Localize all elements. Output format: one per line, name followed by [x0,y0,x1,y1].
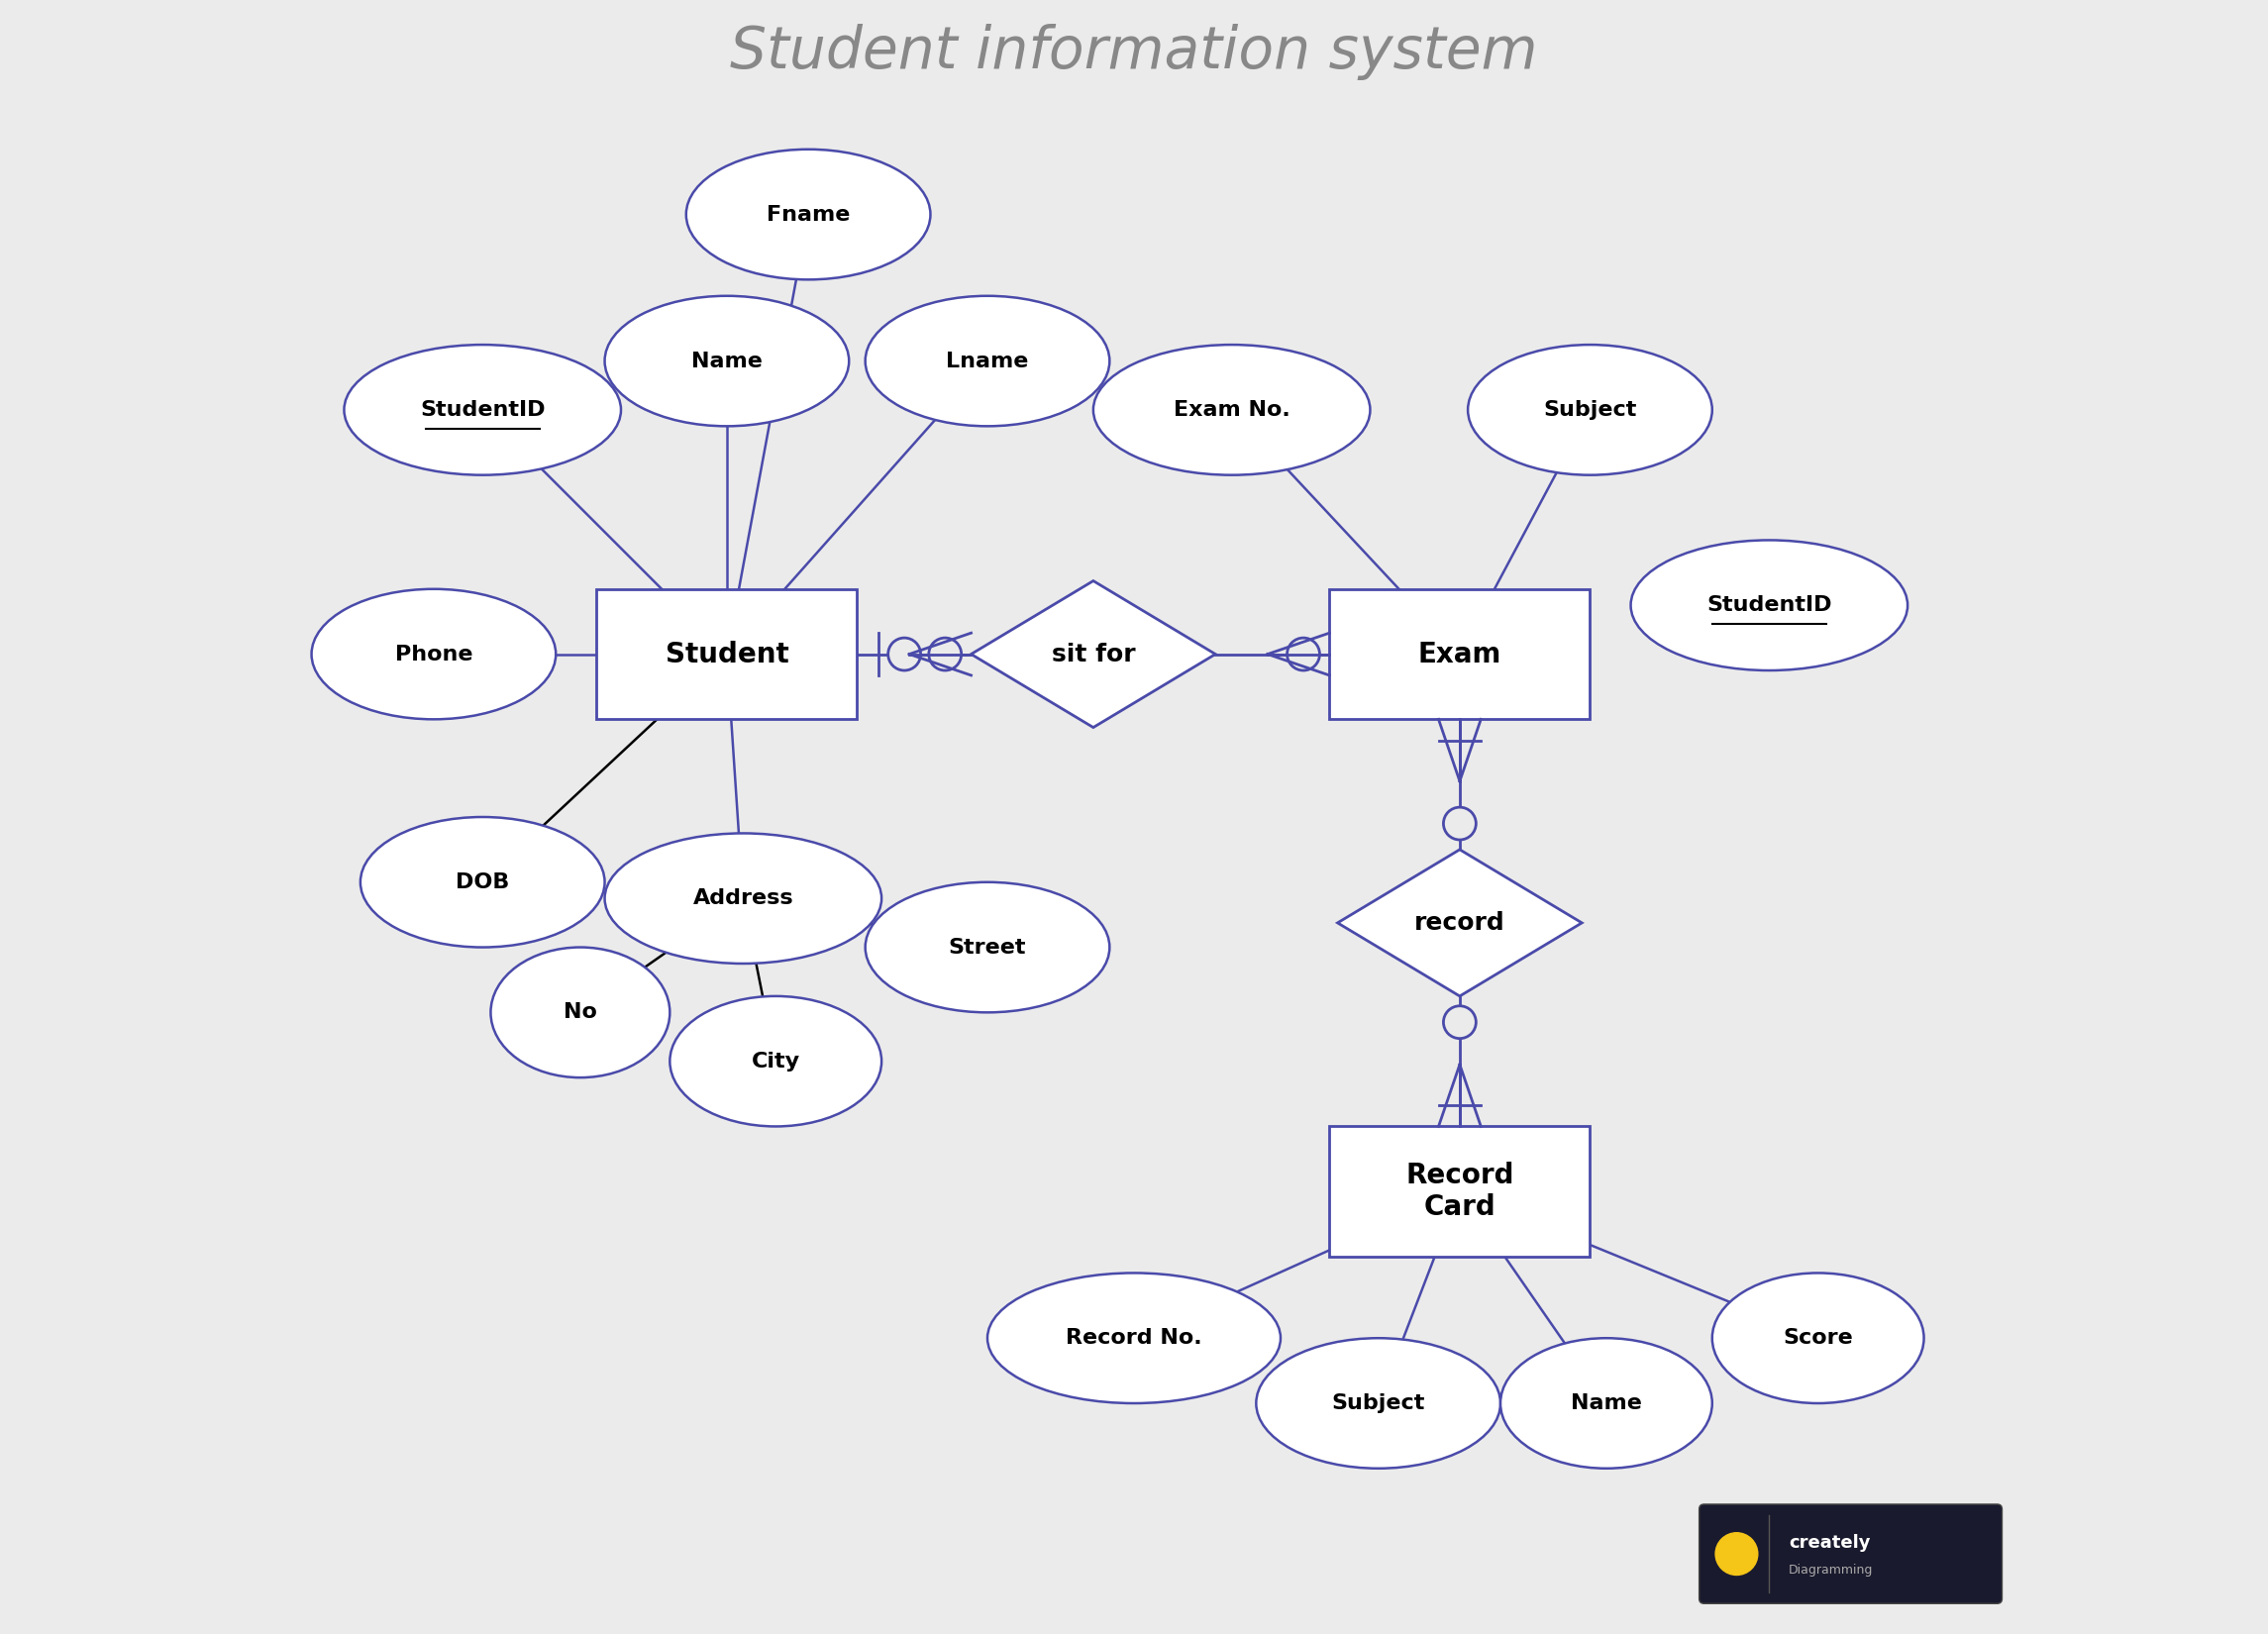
Ellipse shape [987,1273,1281,1404]
Ellipse shape [345,345,621,475]
Ellipse shape [490,948,669,1077]
Ellipse shape [866,882,1109,1013]
FancyBboxPatch shape [1699,1505,2003,1603]
Text: record: record [1415,912,1506,935]
FancyBboxPatch shape [1329,588,1590,719]
Circle shape [1715,1533,1758,1575]
Text: Address: Address [692,889,794,909]
FancyBboxPatch shape [596,588,857,719]
Circle shape [1442,1007,1476,1039]
Ellipse shape [606,833,882,964]
Ellipse shape [1631,541,1907,670]
Text: Record
Card: Record Card [1406,1162,1515,1222]
Text: Exam: Exam [1418,641,1501,668]
Ellipse shape [866,296,1109,426]
Ellipse shape [669,997,882,1126]
Ellipse shape [606,296,848,426]
Text: Student: Student [665,641,789,668]
Text: Score: Score [1783,1328,1853,1348]
Circle shape [1442,807,1476,840]
FancyBboxPatch shape [1329,1126,1590,1257]
Text: Exam No.: Exam No. [1173,400,1290,420]
Circle shape [889,637,921,670]
Text: StudentID: StudentID [420,400,544,420]
Text: No: No [562,1003,596,1023]
Ellipse shape [1093,345,1370,475]
Polygon shape [1338,850,1581,997]
Text: Student information system: Student information system [730,23,1538,80]
Text: StudentID: StudentID [1706,595,1833,614]
Circle shape [930,637,962,670]
Text: sit for: sit for [1052,642,1136,667]
Circle shape [1288,637,1320,670]
Text: Diagramming: Diagramming [1789,1564,1873,1577]
Text: Phone: Phone [395,644,472,663]
Text: City: City [751,1051,801,1072]
Text: DOB: DOB [456,873,510,892]
Text: Subject: Subject [1542,400,1637,420]
Text: Street: Street [948,938,1027,958]
Ellipse shape [1467,345,1712,475]
Ellipse shape [1712,1273,1923,1404]
Ellipse shape [1256,1338,1501,1469]
Text: Record No.: Record No. [1066,1328,1202,1348]
Text: Subject: Subject [1331,1394,1424,1413]
Text: Lname: Lname [946,351,1030,371]
Ellipse shape [687,149,930,279]
Text: Name: Name [1572,1394,1642,1413]
Ellipse shape [311,588,556,719]
Text: Name: Name [692,351,762,371]
Polygon shape [971,580,1216,727]
Text: creately: creately [1789,1534,1871,1551]
Ellipse shape [361,817,606,948]
Ellipse shape [1501,1338,1712,1469]
Text: Fname: Fname [767,204,850,224]
